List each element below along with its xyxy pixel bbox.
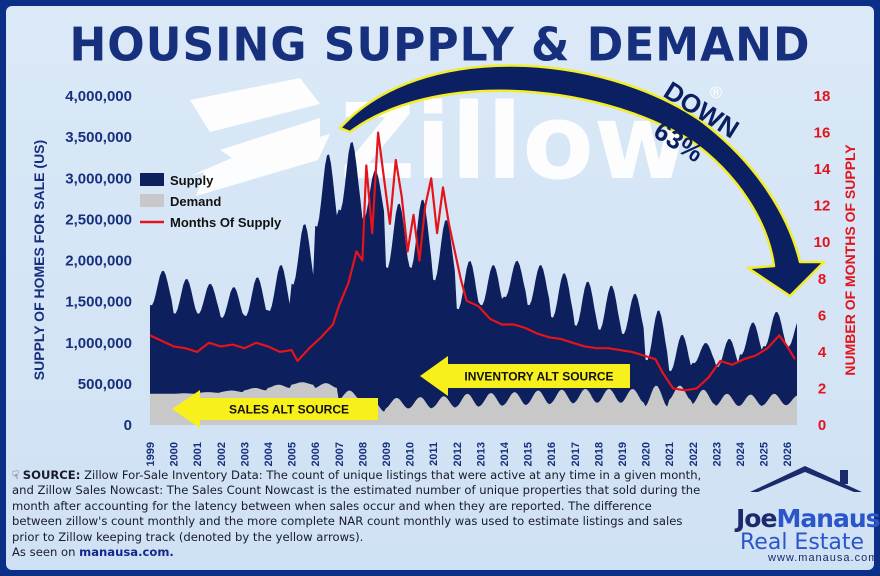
x-tick-label: 2013 [475,442,487,466]
x-tick-label: 2018 [593,442,605,466]
legend-label: Demand [170,194,221,209]
house-roof-icon [750,466,862,492]
y-left-tick-label: 3,000,000 [65,170,132,187]
y-left-tick-label: 0 [124,417,132,434]
x-tick-label: 2004 [263,441,275,466]
x-tick-label: 2008 [357,442,369,466]
x-tick-label: 2026 [782,442,794,466]
x-tick-label: 2015 [523,442,535,466]
x-tick-label: 2016 [546,442,558,466]
logo-url: www.manausa.com [768,552,879,564]
source-text: Zillow For-Sale Inventory Data: The coun… [12,468,702,544]
months-of-supply-line [149,131,796,392]
y-left-tick-label: 4,000,000 [65,88,132,105]
x-tick-label: 2019 [617,442,629,466]
y-right-tick-label: 16 [814,125,831,142]
y-right-tick-label: 4 [818,344,827,361]
seen-prefix: As seen on [12,545,76,560]
manausa-link[interactable]: manausa.com. [79,545,174,560]
x-tick-label: 2017 [570,442,582,466]
sales-alt-arrow: SALES ALT SOURCE [172,390,378,428]
sales-alt-label: SALES ALT SOURCE [229,403,349,417]
x-tick-label: 2025 [759,442,771,466]
x-tick-label: 2001 [192,442,204,466]
x-tick-label: 2005 [287,442,299,466]
y-right-tick-label: 6 [818,307,826,324]
x-tick-label: 2024 [735,441,747,466]
y-left-tick-label: 500,000 [78,376,132,393]
y-right-tick-label: 2 [818,380,826,397]
legend-label: Supply [170,173,214,188]
legend-label: Months Of Supply [170,215,282,230]
legend-swatch [140,173,164,186]
chart-title: HOUSING SUPPLY & DEMAND [69,18,811,73]
x-tick-label: 2011 [428,442,440,466]
logo-real-estate: Real Estate [740,530,865,555]
source-label: SOURCE: [22,468,81,482]
legend: Supply Demand Months Of Supply [140,173,282,230]
y-left-tick-label: 2,500,000 [65,211,132,228]
x-tick-label: 2009 [381,442,393,466]
y-right-tick-label: 8 [818,271,826,288]
pointing-hand-icon: ☟ [12,468,20,482]
x-tick-label: 2023 [711,442,723,466]
y-left-tick-label: 1,000,000 [65,335,132,352]
chart-panel: HOUSING SUPPLY & DEMAND [6,6,874,570]
x-tick-label: 2006 [310,442,322,466]
logo-name: JoeManausa [736,504,880,533]
x-tick-label: 2014 [499,441,511,466]
company-logo: JoeManausa Real Estate www.manausa.com [690,462,880,566]
y-right-axis-label: NUMBER OF MONTHS OF SUPPLY [842,144,858,376]
legend-swatch [140,194,164,207]
y-left-axis-label: SUPPLY OF HOMES FOR SALE (US) [31,140,47,380]
source-note: ☟ SOURCE: Zillow For-Sale Inventory Data… [12,468,702,560]
y-left-tick-label: 2,000,000 [65,253,132,270]
x-tick-label: 2012 [452,442,464,466]
zillow-registered-mark: ® [708,83,724,102]
y-left-tick-label: 3,500,000 [65,129,132,146]
supply-area [150,142,797,425]
y-right-tick-label: 14 [814,161,831,178]
y-right-tick-label: 12 [814,198,831,215]
zillow-logo-icon [190,78,330,196]
y-right-tick-label: 10 [814,234,831,251]
x-tick-label: 2020 [641,442,653,466]
y-left-tick-label: 1,500,000 [65,294,132,311]
x-tick-label: 2022 [688,442,700,466]
y-right-tick-label: 0 [818,417,826,434]
x-tick-label: 2002 [216,442,228,466]
x-tick-label: 2007 [334,442,346,466]
x-tick-label: 2003 [239,442,251,466]
x-tick-label: 1999 [145,442,157,466]
y-right-tick-label: 18 [814,88,831,105]
inventory-alt-arrow: INVENTORY ALT SOURCE [420,356,630,396]
x-tick-label: 2010 [405,442,417,466]
x-tick-label: 2021 [664,442,676,466]
inventory-alt-label: INVENTORY ALT SOURCE [464,370,613,384]
x-tick-label: 2000 [169,442,181,466]
down-arrow [338,64,826,298]
